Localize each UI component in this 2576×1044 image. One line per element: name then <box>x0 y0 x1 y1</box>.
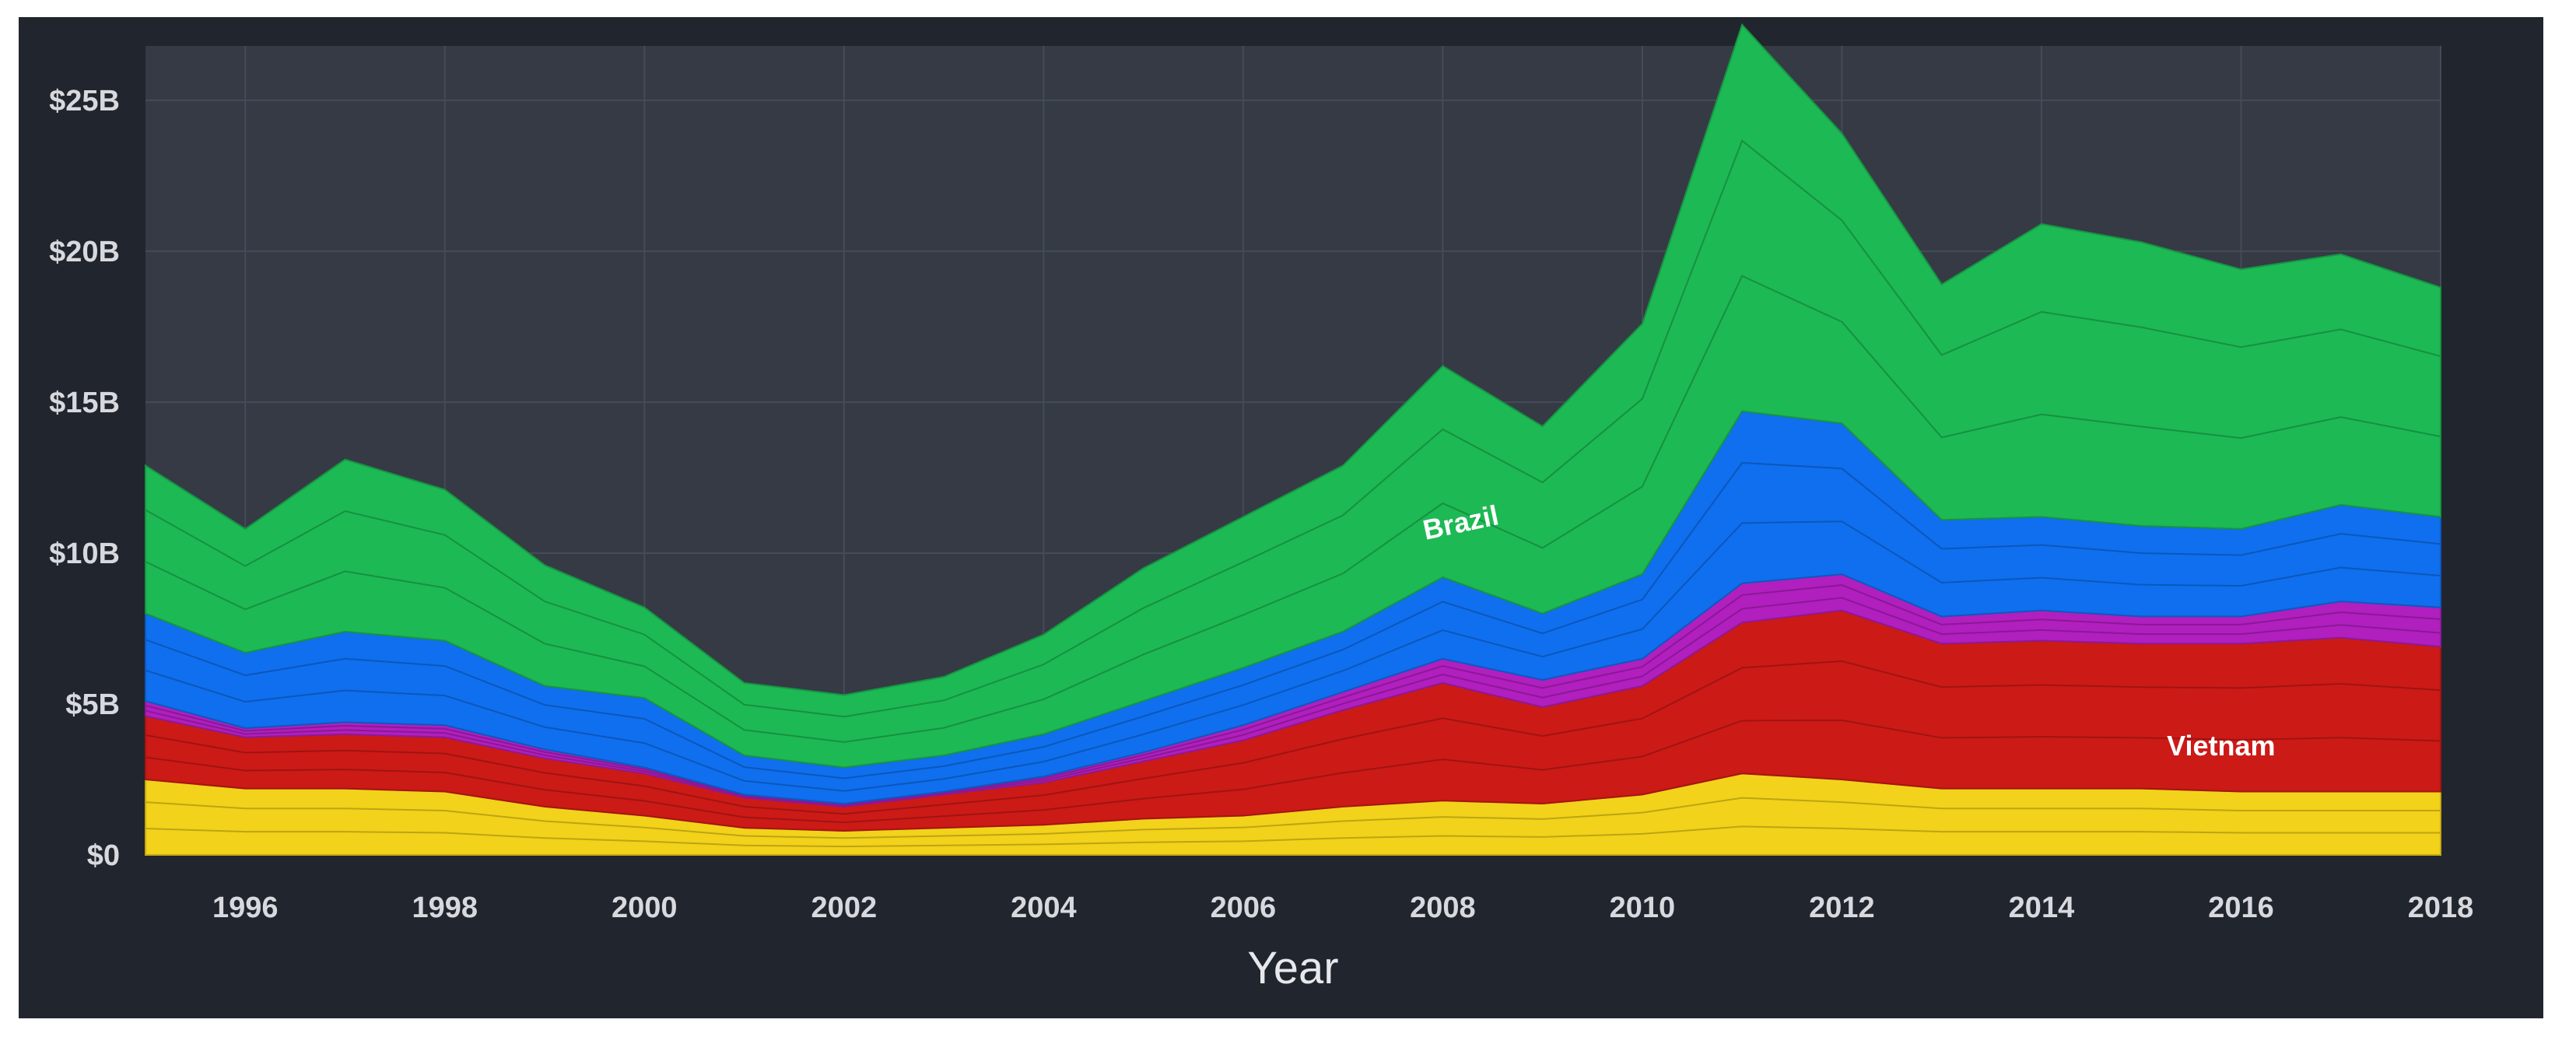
x-axis-ticks: 1996 1998 2000 2002 2004 2006 2008 2010 2012 2014… <box>212 892 2473 924</box>
x-axis-title: Year <box>1247 943 1338 993</box>
area-band-line-brazil <box>145 139 2441 718</box>
x-tick-label: 2008 <box>1410 892 1476 924</box>
area-band-line-purple-group <box>145 597 2441 807</box>
y-tick-label: $10B <box>49 538 120 570</box>
x-tick-label: 2002 <box>811 892 878 924</box>
x-tick-label: 2004 <box>1011 892 1077 924</box>
y-tick-label: $15B <box>49 387 120 419</box>
area-band-line-yellow-group <box>145 825 2441 848</box>
area-series <box>145 23 2441 856</box>
x-tick-label: 2000 <box>612 892 678 924</box>
area-band-line-yellow-group <box>145 797 2441 839</box>
area-label-vietnam: Vietnam <box>2167 730 2275 762</box>
y-tick-label: $20B <box>49 236 120 268</box>
x-tick-label: 1998 <box>412 892 478 924</box>
x-tick-label: 2014 <box>2009 892 2075 924</box>
y-tick-label: $25B <box>49 85 120 117</box>
area-band-line-purple-group <box>145 584 2441 806</box>
area-band-line-blue-group <box>145 520 2441 792</box>
chart-frame: Brazil Vietnam 1996 1998 2000 2002 2004 2006 20… <box>19 17 2543 1018</box>
area-band-line-vietnam <box>145 660 2441 815</box>
y-tick-label: $5B <box>65 688 120 721</box>
area-band-line-vietnam <box>145 719 2441 824</box>
x-tick-label: 2012 <box>1809 892 1875 924</box>
x-tick-label: 2006 <box>1211 892 1277 924</box>
y-tick-label: $0 <box>87 839 120 872</box>
area-brazil <box>145 23 2441 769</box>
x-tick-label: 1996 <box>212 892 279 924</box>
x-tick-label: 2018 <box>2408 892 2474 924</box>
y-axis-ticks: $0 $5B $10B $15B $20B $25B <box>49 85 120 872</box>
area-band-line-brazil <box>145 275 2441 743</box>
x-tick-label: 2016 <box>2208 892 2274 924</box>
x-tick-label: 2010 <box>1610 892 1676 924</box>
area-band-line-blue-group <box>145 461 2441 779</box>
